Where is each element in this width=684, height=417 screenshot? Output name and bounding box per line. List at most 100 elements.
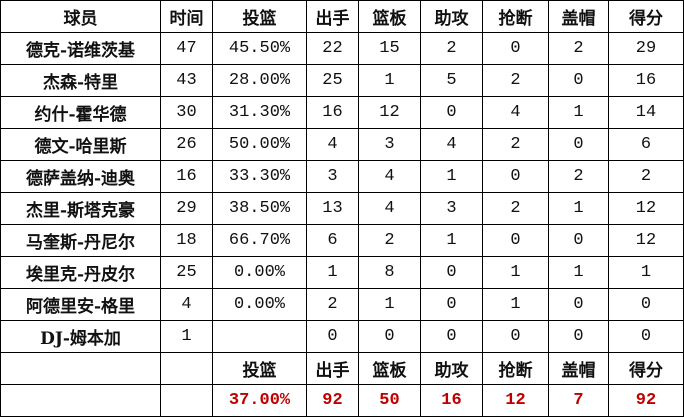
stat-cell: 1 xyxy=(358,288,421,321)
stat-cell: 2 xyxy=(482,64,549,97)
stat-cell: 0.00% xyxy=(212,256,307,289)
stat-cell: 30 xyxy=(160,96,213,129)
stat-cell: 0 xyxy=(420,288,483,321)
stat-cell: 3 xyxy=(358,128,421,161)
stat-cell: 0 xyxy=(420,256,483,289)
stat-cell: 43 xyxy=(160,64,213,97)
totals-header: 助攻 xyxy=(420,352,483,385)
table-row: 杰森-特里 43 28.00% 25 1 5 2 0 16 xyxy=(0,64,684,97)
stat-cell: 6 xyxy=(306,224,359,257)
player-name: 埃里克-丹皮尔 xyxy=(0,256,161,289)
totals-header: 投篮 xyxy=(212,352,307,385)
stat-cell: 22 xyxy=(306,32,359,65)
stat-cell: 1 xyxy=(482,256,549,289)
column-header: 投篮 xyxy=(212,0,307,33)
stat-cell xyxy=(212,320,307,353)
stat-cell: 4 xyxy=(420,128,483,161)
stat-cell: 1 xyxy=(608,256,684,289)
total-value: 92 xyxy=(306,384,359,417)
empty-cell xyxy=(160,384,213,417)
stat-cell: 25 xyxy=(306,64,359,97)
stat-cell: 4 xyxy=(160,288,213,321)
stat-cell: 0 xyxy=(482,320,549,353)
stat-cell: 18 xyxy=(160,224,213,257)
stat-cell: 0 xyxy=(420,320,483,353)
stat-cell: 6 xyxy=(608,128,684,161)
player-name: 杰森-特里 xyxy=(0,64,161,97)
stat-cell: 2 xyxy=(482,192,549,225)
stat-cell: 0 xyxy=(548,224,609,257)
column-header: 出手 xyxy=(306,0,359,33)
player-name: 约什-霍华德 xyxy=(0,96,161,129)
stat-cell: 5 xyxy=(420,64,483,97)
stat-cell: 2 xyxy=(482,128,549,161)
column-header: 篮板 xyxy=(358,0,421,33)
table-row: 德克-诺维茨基 47 45.50% 22 15 2 0 2 29 xyxy=(0,32,684,65)
table-row: 阿德里安-格里 4 0.00% 2 1 0 1 0 0 xyxy=(0,288,684,321)
stat-cell: 8 xyxy=(358,256,421,289)
stat-cell: 16 xyxy=(608,64,684,97)
stat-cell: 29 xyxy=(160,192,213,225)
stat-cell: 26 xyxy=(160,128,213,161)
stat-cell: 1 xyxy=(160,320,213,353)
table-row: 马奎斯-丹尼尔 18 66.70% 6 2 1 0 0 12 xyxy=(0,224,684,257)
stat-cell: 1 xyxy=(548,256,609,289)
stat-cell: 1 xyxy=(548,192,609,225)
player-name: 马奎斯-丹尼尔 xyxy=(0,224,161,257)
table-row: 德文-哈里斯 26 50.00% 4 3 4 2 0 6 xyxy=(0,128,684,161)
stat-cell: 1 xyxy=(548,96,609,129)
empty-cell xyxy=(0,352,161,385)
header-row: 球员 时间 投篮 出手 篮板 助攻 抢断 盖帽 得分 xyxy=(0,0,684,33)
stat-cell: 2 xyxy=(306,288,359,321)
stat-cell: 0 xyxy=(358,320,421,353)
stat-cell: 4 xyxy=(482,96,549,129)
stat-cell: 0 xyxy=(420,96,483,129)
stat-cell: 0 xyxy=(608,320,684,353)
stat-cell: 2 xyxy=(548,160,609,193)
stat-cell: 0 xyxy=(608,288,684,321)
total-value: 92 xyxy=(608,384,684,417)
column-header: 球员 xyxy=(0,0,161,33)
totals-header: 出手 xyxy=(306,352,359,385)
player-name: 杰里-斯塔克豪 xyxy=(0,192,161,225)
stat-cell: 25 xyxy=(160,256,213,289)
stat-cell: 0 xyxy=(482,224,549,257)
stat-cell: 0 xyxy=(548,320,609,353)
totals-header-row: 投篮 出手 篮板 助攻 抢断 盖帽 得分 xyxy=(0,352,684,385)
stat-cell: 2 xyxy=(420,32,483,65)
total-value: 16 xyxy=(420,384,483,417)
total-value: 37.00% xyxy=(212,384,307,417)
stat-cell: 3 xyxy=(420,192,483,225)
stat-cell: 13 xyxy=(306,192,359,225)
stat-cell: 1 xyxy=(358,64,421,97)
stat-cell: 15 xyxy=(358,32,421,65)
stat-cell: 4 xyxy=(358,160,421,193)
totals-header: 得分 xyxy=(608,352,684,385)
stat-cell: 16 xyxy=(160,160,213,193)
stat-cell: 33.30% xyxy=(212,160,307,193)
player-name: 德克-诺维茨基 xyxy=(0,32,161,65)
stat-cell: 0.00% xyxy=(212,288,307,321)
stat-cell: 2 xyxy=(548,32,609,65)
stat-cell: 0 xyxy=(482,160,549,193)
stat-cell: 50.00% xyxy=(212,128,307,161)
totals-row: 37.00% 92 50 16 12 7 92 xyxy=(0,384,684,417)
stat-cell: 12 xyxy=(358,96,421,129)
column-header: 助攻 xyxy=(420,0,483,33)
stat-cell: 47 xyxy=(160,32,213,65)
stat-cell: 45.50% xyxy=(212,32,307,65)
table-row: 埃里克-丹皮尔 25 0.00% 1 8 0 1 1 1 xyxy=(0,256,684,289)
column-header: 抢断 xyxy=(482,0,549,33)
stat-cell: 0 xyxy=(548,64,609,97)
stat-cell: 1 xyxy=(420,224,483,257)
stat-cell: 2 xyxy=(358,224,421,257)
totals-header: 盖帽 xyxy=(548,352,609,385)
stat-cell: 0 xyxy=(306,320,359,353)
empty-cell xyxy=(0,384,161,417)
stat-cell: 14 xyxy=(608,96,684,129)
stat-cell: 29 xyxy=(608,32,684,65)
column-header: 时间 xyxy=(160,0,213,33)
table-row: 杰里-斯塔克豪 29 38.50% 13 4 3 2 1 12 xyxy=(0,192,684,225)
stat-cell: 28.00% xyxy=(212,64,307,97)
